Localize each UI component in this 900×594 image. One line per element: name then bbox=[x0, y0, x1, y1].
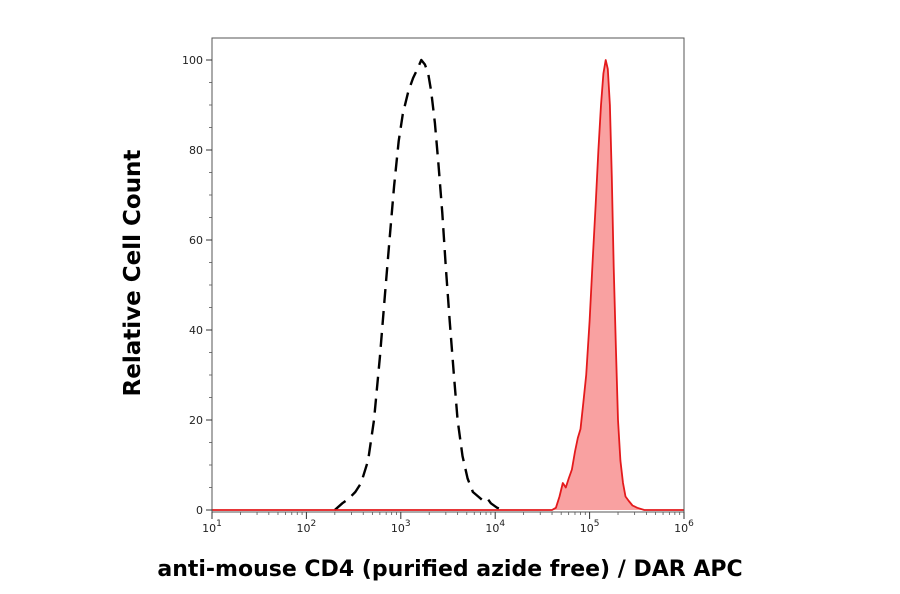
series-1-line bbox=[212, 59, 684, 511]
y-tick-label-5: 100 bbox=[182, 54, 203, 67]
y-tick-label-0: 0 bbox=[196, 504, 203, 517]
series-layer bbox=[212, 58, 684, 512]
x-tick-label-1: 102 bbox=[297, 519, 317, 535]
y-tick-label-3: 60 bbox=[189, 234, 203, 247]
y-axis-title: Relative Cell Count bbox=[120, 150, 146, 397]
y-tick-label-2: 40 bbox=[189, 324, 203, 337]
x-axis-title: anti-mouse CD4 (purified azide free) / D… bbox=[157, 557, 742, 582]
plot-frame bbox=[211, 37, 685, 513]
y-tick-label-4: 80 bbox=[189, 144, 203, 157]
x-tick-label-5: 106 bbox=[674, 519, 694, 535]
x-tick-label-2: 103 bbox=[391, 519, 411, 535]
x-tick-label-4: 105 bbox=[580, 519, 600, 535]
x-tick-label-0: 101 bbox=[202, 519, 222, 535]
y-tick-label-1: 20 bbox=[189, 414, 203, 427]
axis-layer: 0 20 40 60 80 100 101 102 103 104 105 106 bbox=[182, 54, 694, 535]
series-0-line bbox=[334, 58, 504, 512]
x-tick-label-3: 104 bbox=[485, 519, 505, 535]
